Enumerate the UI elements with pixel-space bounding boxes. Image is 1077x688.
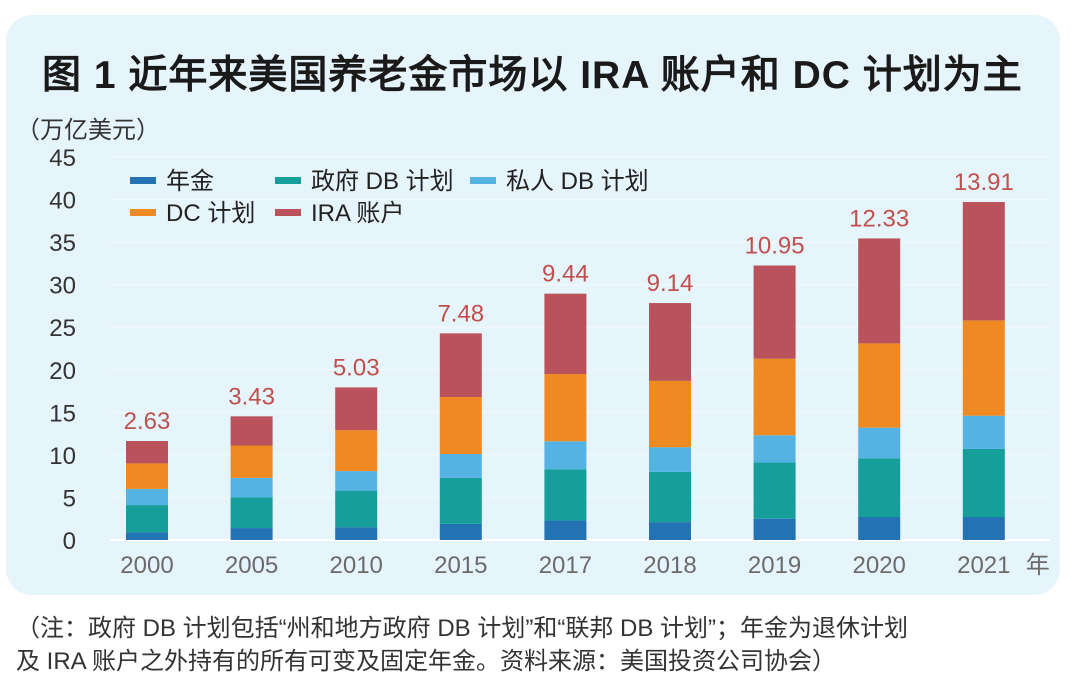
y-axis-unit-label: （万亿美元） <box>16 117 160 144</box>
bar-segment <box>753 462 796 519</box>
bar-segment <box>962 415 1005 449</box>
footnote: （注：政府 DB 计划包括“州和地方政府 DB 计划”和“联邦 DB 计划”；年… <box>16 612 1076 678</box>
data-label: 10.95 <box>745 233 805 260</box>
y-tick-label: 10 <box>49 443 76 470</box>
legend: 年金 政府 DB 计划 私人 DB 计划 DC 计划 IRA 账户 <box>130 168 649 227</box>
data-label: 12.33 <box>849 205 909 232</box>
legend-swatch <box>470 177 496 184</box>
x-tick-label: 2019 <box>748 552 801 579</box>
bar-segment <box>962 320 1005 416</box>
bar-segment <box>126 488 168 506</box>
data-label: 13.91 <box>954 169 1014 196</box>
x-tick-label: 2010 <box>330 552 383 579</box>
figure-title: 图 1 近年来美国养老金市场以 IRA 账户和 DC 计划为主 <box>42 54 1023 97</box>
legend-label: 政府 DB 计划 <box>311 168 454 195</box>
bar-segment <box>649 471 691 523</box>
bar-segment <box>335 471 378 491</box>
bar-segment <box>753 358 796 436</box>
y-tick-label: 0 <box>63 528 76 555</box>
bar-segment <box>335 430 378 472</box>
bar-segment <box>544 374 587 442</box>
footnote-line-1: （注：政府 DB 计划包括“州和地方政府 DB 计划”和“联邦 DB 计划”；年… <box>16 615 908 642</box>
bar-segment <box>544 293 587 375</box>
x-axis-ticks: 2000 2005 2010 2015 2017 2018 2019 2020 2021 年 <box>120 552 1049 579</box>
bar-segment <box>230 528 273 540</box>
x-tick-label: 2018 <box>643 552 696 579</box>
y-tick-label: 40 <box>49 188 76 215</box>
bar-segment <box>439 523 482 540</box>
bar-segment <box>753 265 796 359</box>
bar-segment <box>230 416 273 446</box>
bar-segment <box>230 445 273 478</box>
data-label: 9.44 <box>542 261 589 288</box>
y-tick-label: 35 <box>49 230 76 257</box>
bar-segment <box>962 448 1005 518</box>
bar-segment <box>753 518 796 540</box>
bar-segment <box>858 238 901 344</box>
legend-label: IRA 账户 <box>311 200 404 227</box>
bar-segment <box>126 532 168 540</box>
bar-segment <box>230 477 273 498</box>
y-tick-label: 15 <box>49 400 76 427</box>
x-axis-unit-label: 年 <box>1026 552 1050 579</box>
bar-segment <box>649 447 691 472</box>
bar-segment <box>335 387 378 431</box>
bar-segment <box>962 517 1005 540</box>
bar-segment <box>858 427 901 459</box>
bar-segment <box>439 477 482 524</box>
y-tick-label: 20 <box>49 358 76 385</box>
legend-label: 私人 DB 计划 <box>506 168 649 195</box>
x-tick-label: 2020 <box>853 552 906 579</box>
bar-segment <box>649 522 691 540</box>
legend-swatch <box>275 209 301 216</box>
bar-segment <box>230 497 273 529</box>
legend-swatch <box>130 209 156 216</box>
bar-segment <box>544 469 587 521</box>
legend-label: 年金 <box>166 168 214 195</box>
bar-segment <box>544 520 587 540</box>
y-tick-label: 5 <box>63 485 76 512</box>
data-label: 2.63 <box>124 408 171 435</box>
bar-segment <box>439 333 482 398</box>
y-tick-label: 25 <box>49 315 76 342</box>
legend-swatch <box>130 177 156 184</box>
bar-segment <box>439 454 482 478</box>
data-label: 5.03 <box>333 354 380 381</box>
bar-segment <box>858 517 901 540</box>
y-axis-ticks: 0 5 10 15 20 25 30 35 40 45 <box>49 145 76 555</box>
legend-swatch <box>275 177 301 184</box>
bar-segment <box>858 343 901 428</box>
x-tick-label: 2017 <box>539 552 592 579</box>
legend-label: DC 计划 <box>166 200 255 227</box>
y-tick-label: 45 <box>49 145 76 172</box>
x-tick-label: 2000 <box>120 552 173 579</box>
bars <box>126 202 1005 540</box>
bar-segment <box>335 527 378 540</box>
footnote-line-2: 及 IRA 账户之外持有的所有可变及固定年金。资料来源：美国投资公司协会） <box>16 648 837 675</box>
bar-segment <box>544 441 587 470</box>
bar-segment <box>439 397 482 455</box>
bar-segment <box>335 490 378 528</box>
data-label: 3.43 <box>228 383 275 410</box>
x-tick-label: 2021 <box>957 552 1010 579</box>
bar-segment <box>126 441 168 464</box>
x-tick-label: 2015 <box>434 552 487 579</box>
bar-segment <box>753 435 796 463</box>
data-labels: 2.63 3.43 5.03 7.48 9.44 9.14 10.95 12.33 13.91 <box>124 169 1014 435</box>
bar-segment <box>858 458 901 518</box>
bar-segment <box>649 303 691 381</box>
bar-segment <box>126 463 168 489</box>
data-label: 7.48 <box>437 300 484 327</box>
bar-segment <box>126 505 168 533</box>
data-label: 9.14 <box>647 270 694 297</box>
bar-segment <box>649 380 691 448</box>
stacked-bar-chart: 0 5 10 15 20 25 30 35 40 45 2.63 3.43 5.03 7.48 9.44 9… <box>49 145 1050 579</box>
y-tick-label: 30 <box>49 273 76 300</box>
bar-segment <box>962 202 1005 321</box>
x-tick-label: 2005 <box>225 552 278 579</box>
